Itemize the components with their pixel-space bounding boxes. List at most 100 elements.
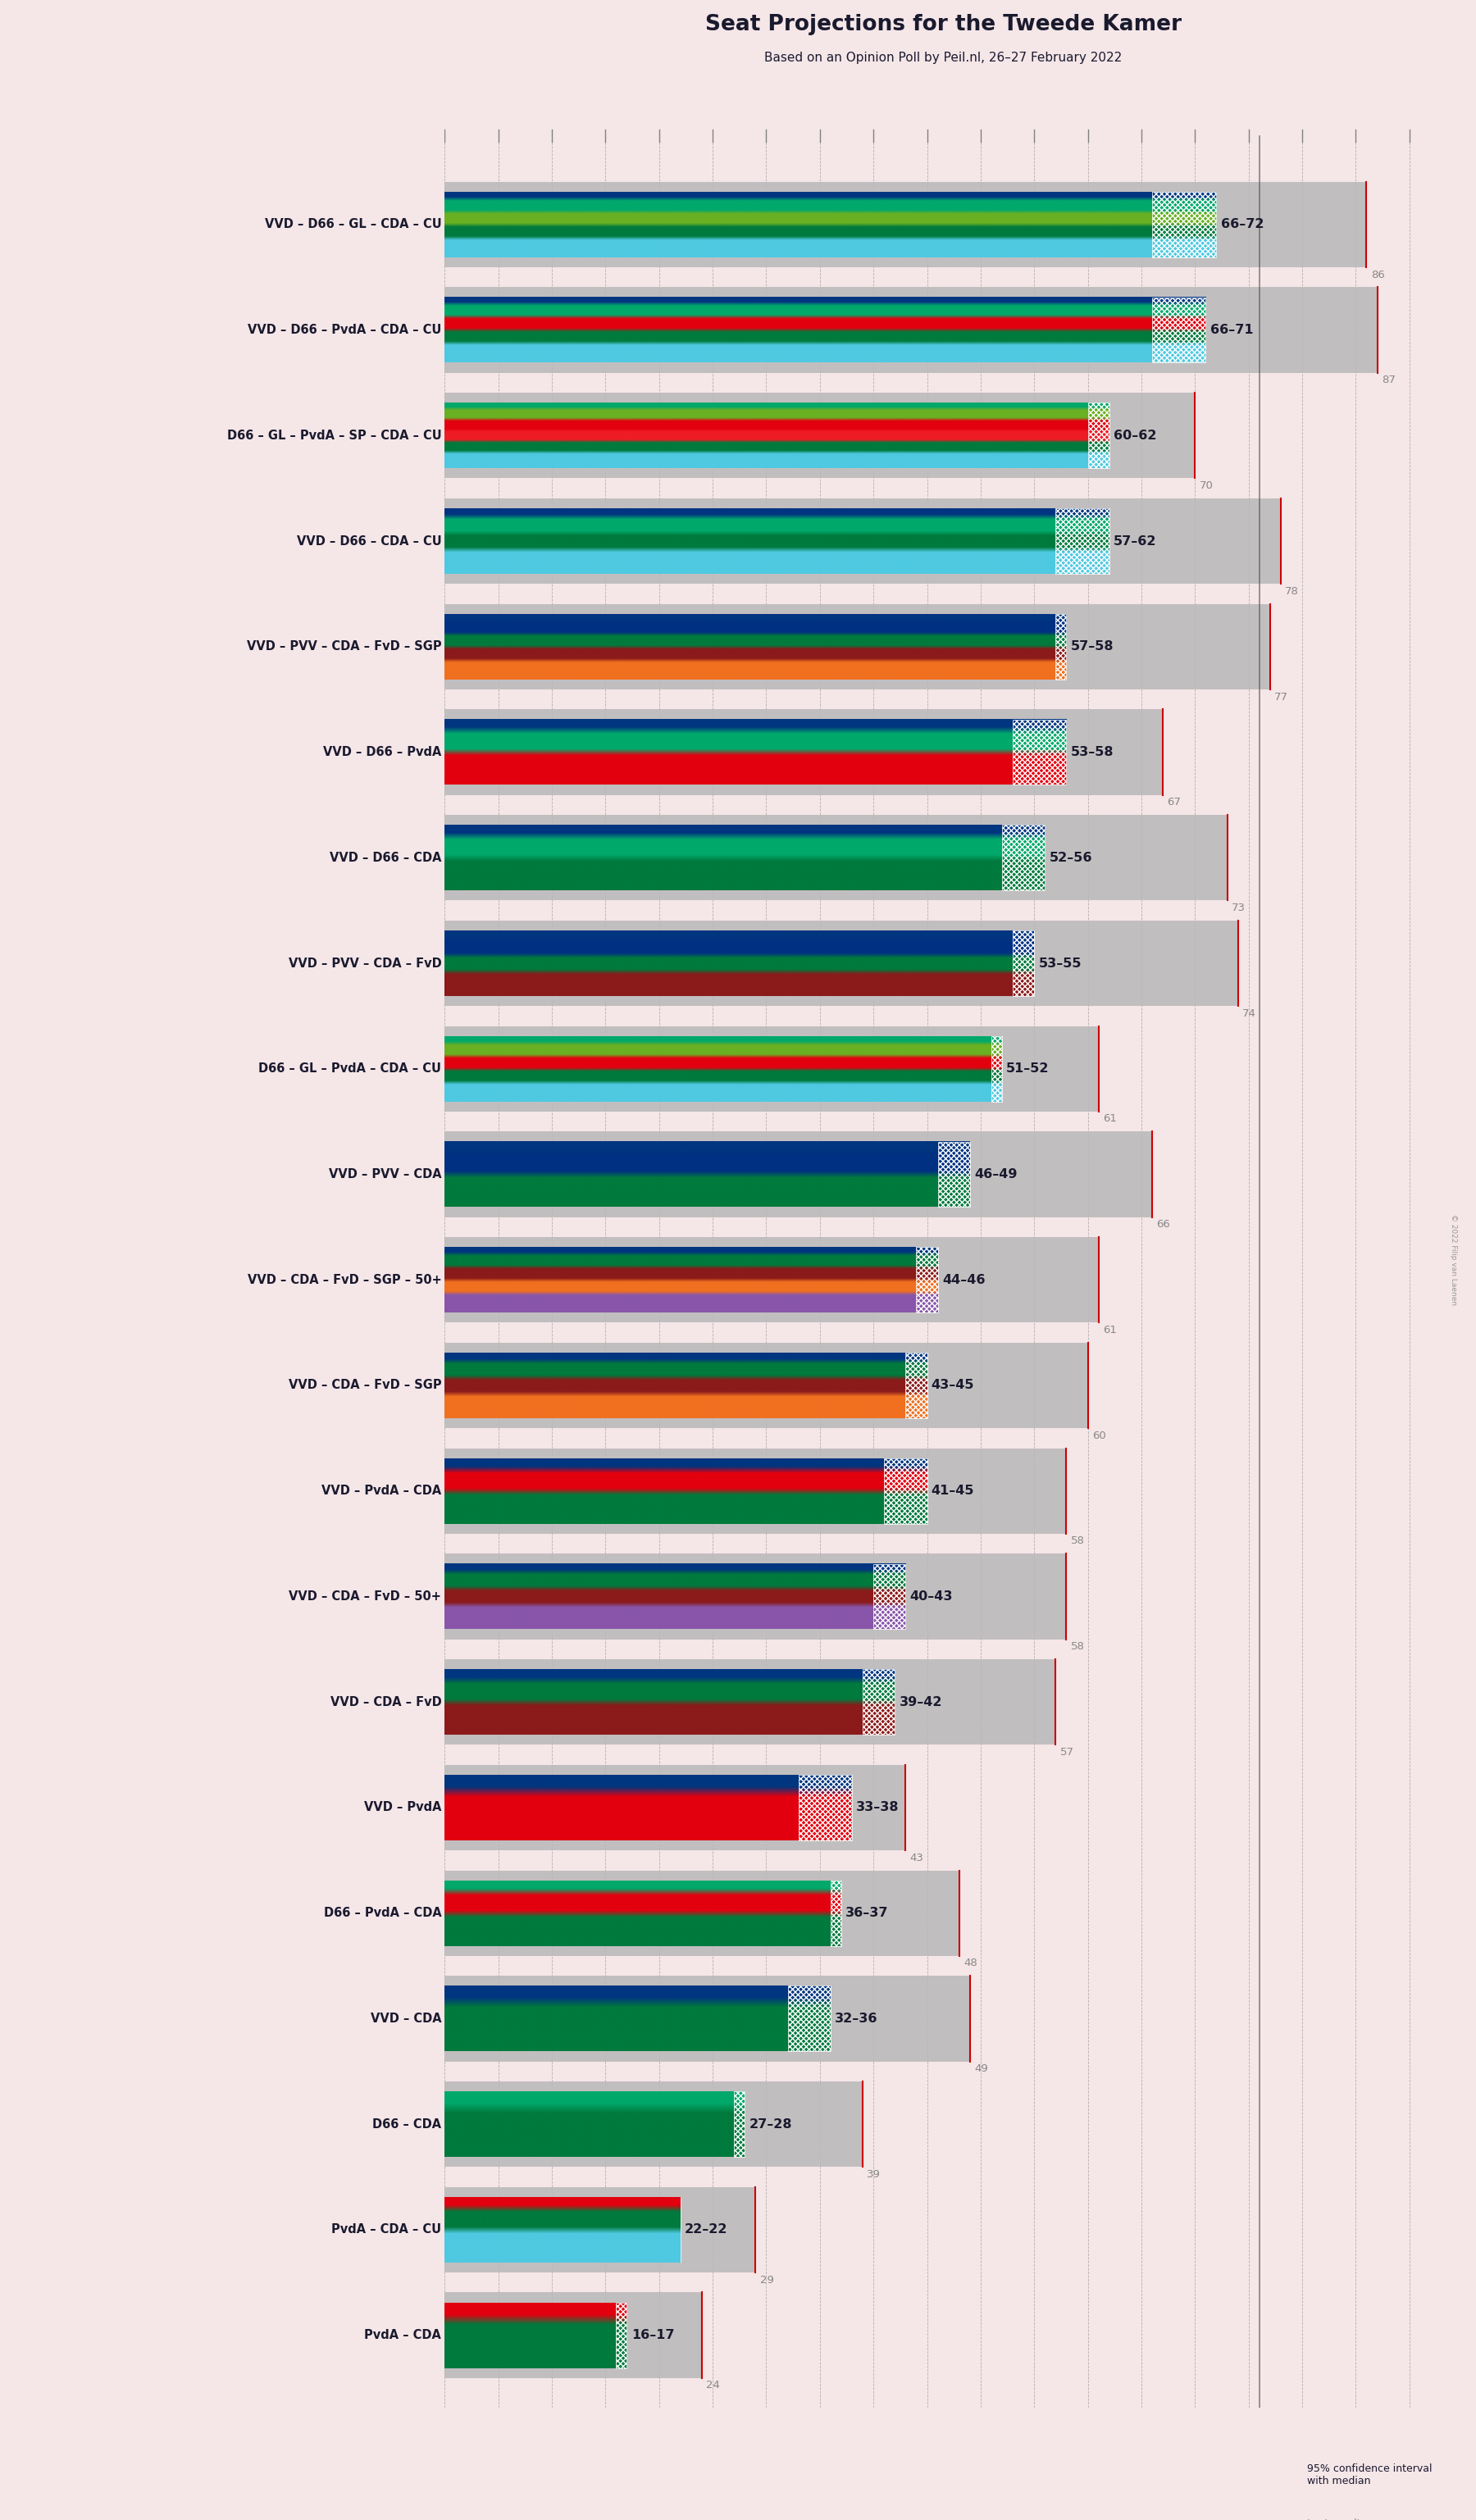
Bar (444, 1870, 959, 1956)
Text: 22–22: 22–22 (685, 2223, 728, 2235)
Text: PvdA – CDA: PvdA – CDA (365, 2328, 441, 2341)
Text: 77: 77 (1274, 690, 1289, 703)
Text: VVD – D66 – CDA – CU: VVD – D66 – CDA – CU (297, 534, 441, 547)
Text: 48: 48 (964, 1958, 977, 1968)
Text: 61: 61 (1103, 1114, 1117, 1124)
Bar (799, 1774, 852, 1840)
Text: Based on an Opinion Poll by Peil.nl, 26–27 February 2022: Based on an Opinion Poll by Peil.nl, 26–… (765, 53, 1122, 63)
Text: 44–46: 44–46 (942, 1273, 984, 1285)
Bar (1055, 509, 1110, 575)
Text: 51–52: 51–52 (1007, 1063, 1049, 1076)
Text: 87: 87 (1382, 375, 1395, 386)
Text: VVD – CDA: VVD – CDA (370, 2013, 441, 2024)
Text: VVD – PVV – CDA – FvD – SGP: VVD – PVV – CDA – FvD – SGP (246, 640, 441, 653)
Bar (788, 1986, 831, 2051)
Text: © 2022 Filip van Laenen: © 2022 Filip van Laenen (1449, 1215, 1458, 1305)
Text: VVD – PVV – CDA – FvD: VVD – PVV – CDA – FvD (288, 958, 441, 970)
Bar (444, 2082, 862, 2167)
Text: PvdA – CDA – CU: PvdA – CDA – CU (332, 2223, 441, 2235)
Text: VVD – D66 – PvdA: VVD – D66 – PvdA (323, 746, 441, 759)
Bar (734, 2092, 745, 2157)
Bar (1055, 615, 1066, 680)
Bar (917, 1247, 937, 1313)
Text: VVD – CDA – FvD – SGP – 50+: VVD – CDA – FvD – SGP – 50+ (248, 1273, 441, 1285)
Text: 66–71: 66–71 (1210, 325, 1253, 335)
Text: 29: 29 (760, 2276, 773, 2286)
Bar (831, 1880, 841, 1945)
Bar (444, 605, 1269, 690)
Bar (1203, 2447, 1303, 2502)
Text: 43: 43 (909, 1852, 924, 1862)
Text: D66 – GL – PvdA – CDA – CU: D66 – GL – PvdA – CDA – CU (258, 1063, 441, 1076)
Bar (1203, 2507, 1303, 2520)
Text: 95% confidence interval
with median: 95% confidence interval with median (1308, 2465, 1432, 2487)
Text: 67: 67 (1168, 796, 1181, 809)
Text: 57–62: 57–62 (1113, 534, 1157, 547)
Text: VVD – PvdA – CDA: VVD – PvdA – CDA (322, 1484, 441, 1497)
Text: VVD – CDA – FvD – SGP: VVD – CDA – FvD – SGP (288, 1378, 441, 1391)
Text: 57–58: 57–58 (1070, 640, 1114, 653)
Text: 16–17: 16–17 (632, 2328, 675, 2341)
Text: 46–49: 46–49 (974, 1169, 1017, 1179)
Text: VVD – D66 – PvdA – CDA – CU: VVD – D66 – PvdA – CDA – CU (248, 325, 441, 335)
Text: 61: 61 (1103, 1326, 1117, 1336)
Text: 78: 78 (1286, 587, 1299, 597)
Bar (444, 920, 1238, 1005)
Text: VVD – D66 – GL – CDA – CU: VVD – D66 – GL – CDA – CU (264, 219, 441, 232)
Text: 53–58: 53–58 (1070, 746, 1114, 759)
Bar (444, 1026, 1098, 1111)
Bar (444, 287, 1377, 373)
Bar (444, 499, 1281, 585)
Bar (444, 2293, 703, 2379)
Bar (874, 1565, 906, 1630)
Text: VVD – CDA – FvD – 50+: VVD – CDA – FvD – 50+ (289, 1590, 441, 1603)
Text: 52–56: 52–56 (1049, 852, 1092, 864)
Bar (1013, 718, 1066, 784)
Bar (1088, 403, 1110, 469)
Bar (444, 1976, 970, 2061)
Text: 40–43: 40–43 (909, 1590, 953, 1603)
Text: 49: 49 (974, 2064, 987, 2074)
Text: Seat Projections for the Tweede Kamer: Seat Projections for the Tweede Kamer (706, 15, 1181, 35)
Text: 36–37: 36–37 (846, 1908, 889, 1920)
Text: 43–45: 43–45 (931, 1378, 974, 1391)
Text: D66 – PvdA – CDA: D66 – PvdA – CDA (323, 1908, 441, 1920)
Text: 60–62: 60–62 (1113, 428, 1157, 441)
Bar (444, 1131, 1153, 1217)
Bar (992, 1036, 1002, 1101)
Text: 33–38: 33–38 (856, 1802, 899, 1814)
Text: VVD – D66 – CDA: VVD – D66 – CDA (329, 852, 441, 864)
Bar (444, 1555, 1066, 1638)
Bar (444, 2187, 756, 2273)
Text: 70: 70 (1200, 481, 1213, 491)
Text: 41–45: 41–45 (931, 1484, 974, 1497)
Text: 53–55: 53–55 (1039, 958, 1082, 970)
Text: VVD – PvdA: VVD – PvdA (365, 1802, 441, 1814)
Text: D66 – GL – PvdA – SP – CDA – CU: D66 – GL – PvdA – SP – CDA – CU (227, 428, 441, 441)
Text: 73: 73 (1231, 902, 1246, 912)
Text: 39–42: 39–42 (899, 1696, 942, 1709)
Bar (1153, 297, 1206, 363)
Text: 74: 74 (1243, 1008, 1256, 1018)
Bar (1261, 2447, 1303, 2502)
Text: 27–28: 27–28 (750, 2117, 793, 2129)
Text: 66–72: 66–72 (1221, 219, 1263, 232)
Bar (884, 1459, 927, 1525)
Bar (444, 1658, 1055, 1744)
Bar (444, 1343, 1088, 1429)
Bar (444, 1449, 1066, 1535)
Bar (1013, 930, 1035, 995)
Text: 32–36: 32–36 (835, 2013, 878, 2024)
Bar (862, 1668, 894, 1734)
Text: 58: 58 (1070, 1641, 1085, 1653)
Bar (1002, 824, 1045, 890)
Text: VVD – PVV – CDA: VVD – PVV – CDA (329, 1169, 441, 1179)
Text: VVD – CDA – FvD: VVD – CDA – FvD (331, 1696, 441, 1709)
Bar (906, 1353, 927, 1419)
Bar (444, 711, 1163, 794)
Bar (444, 393, 1196, 479)
Bar (615, 2303, 627, 2369)
Text: 24: 24 (706, 2379, 720, 2391)
Bar (444, 181, 1367, 267)
Text: 39: 39 (866, 2170, 881, 2180)
